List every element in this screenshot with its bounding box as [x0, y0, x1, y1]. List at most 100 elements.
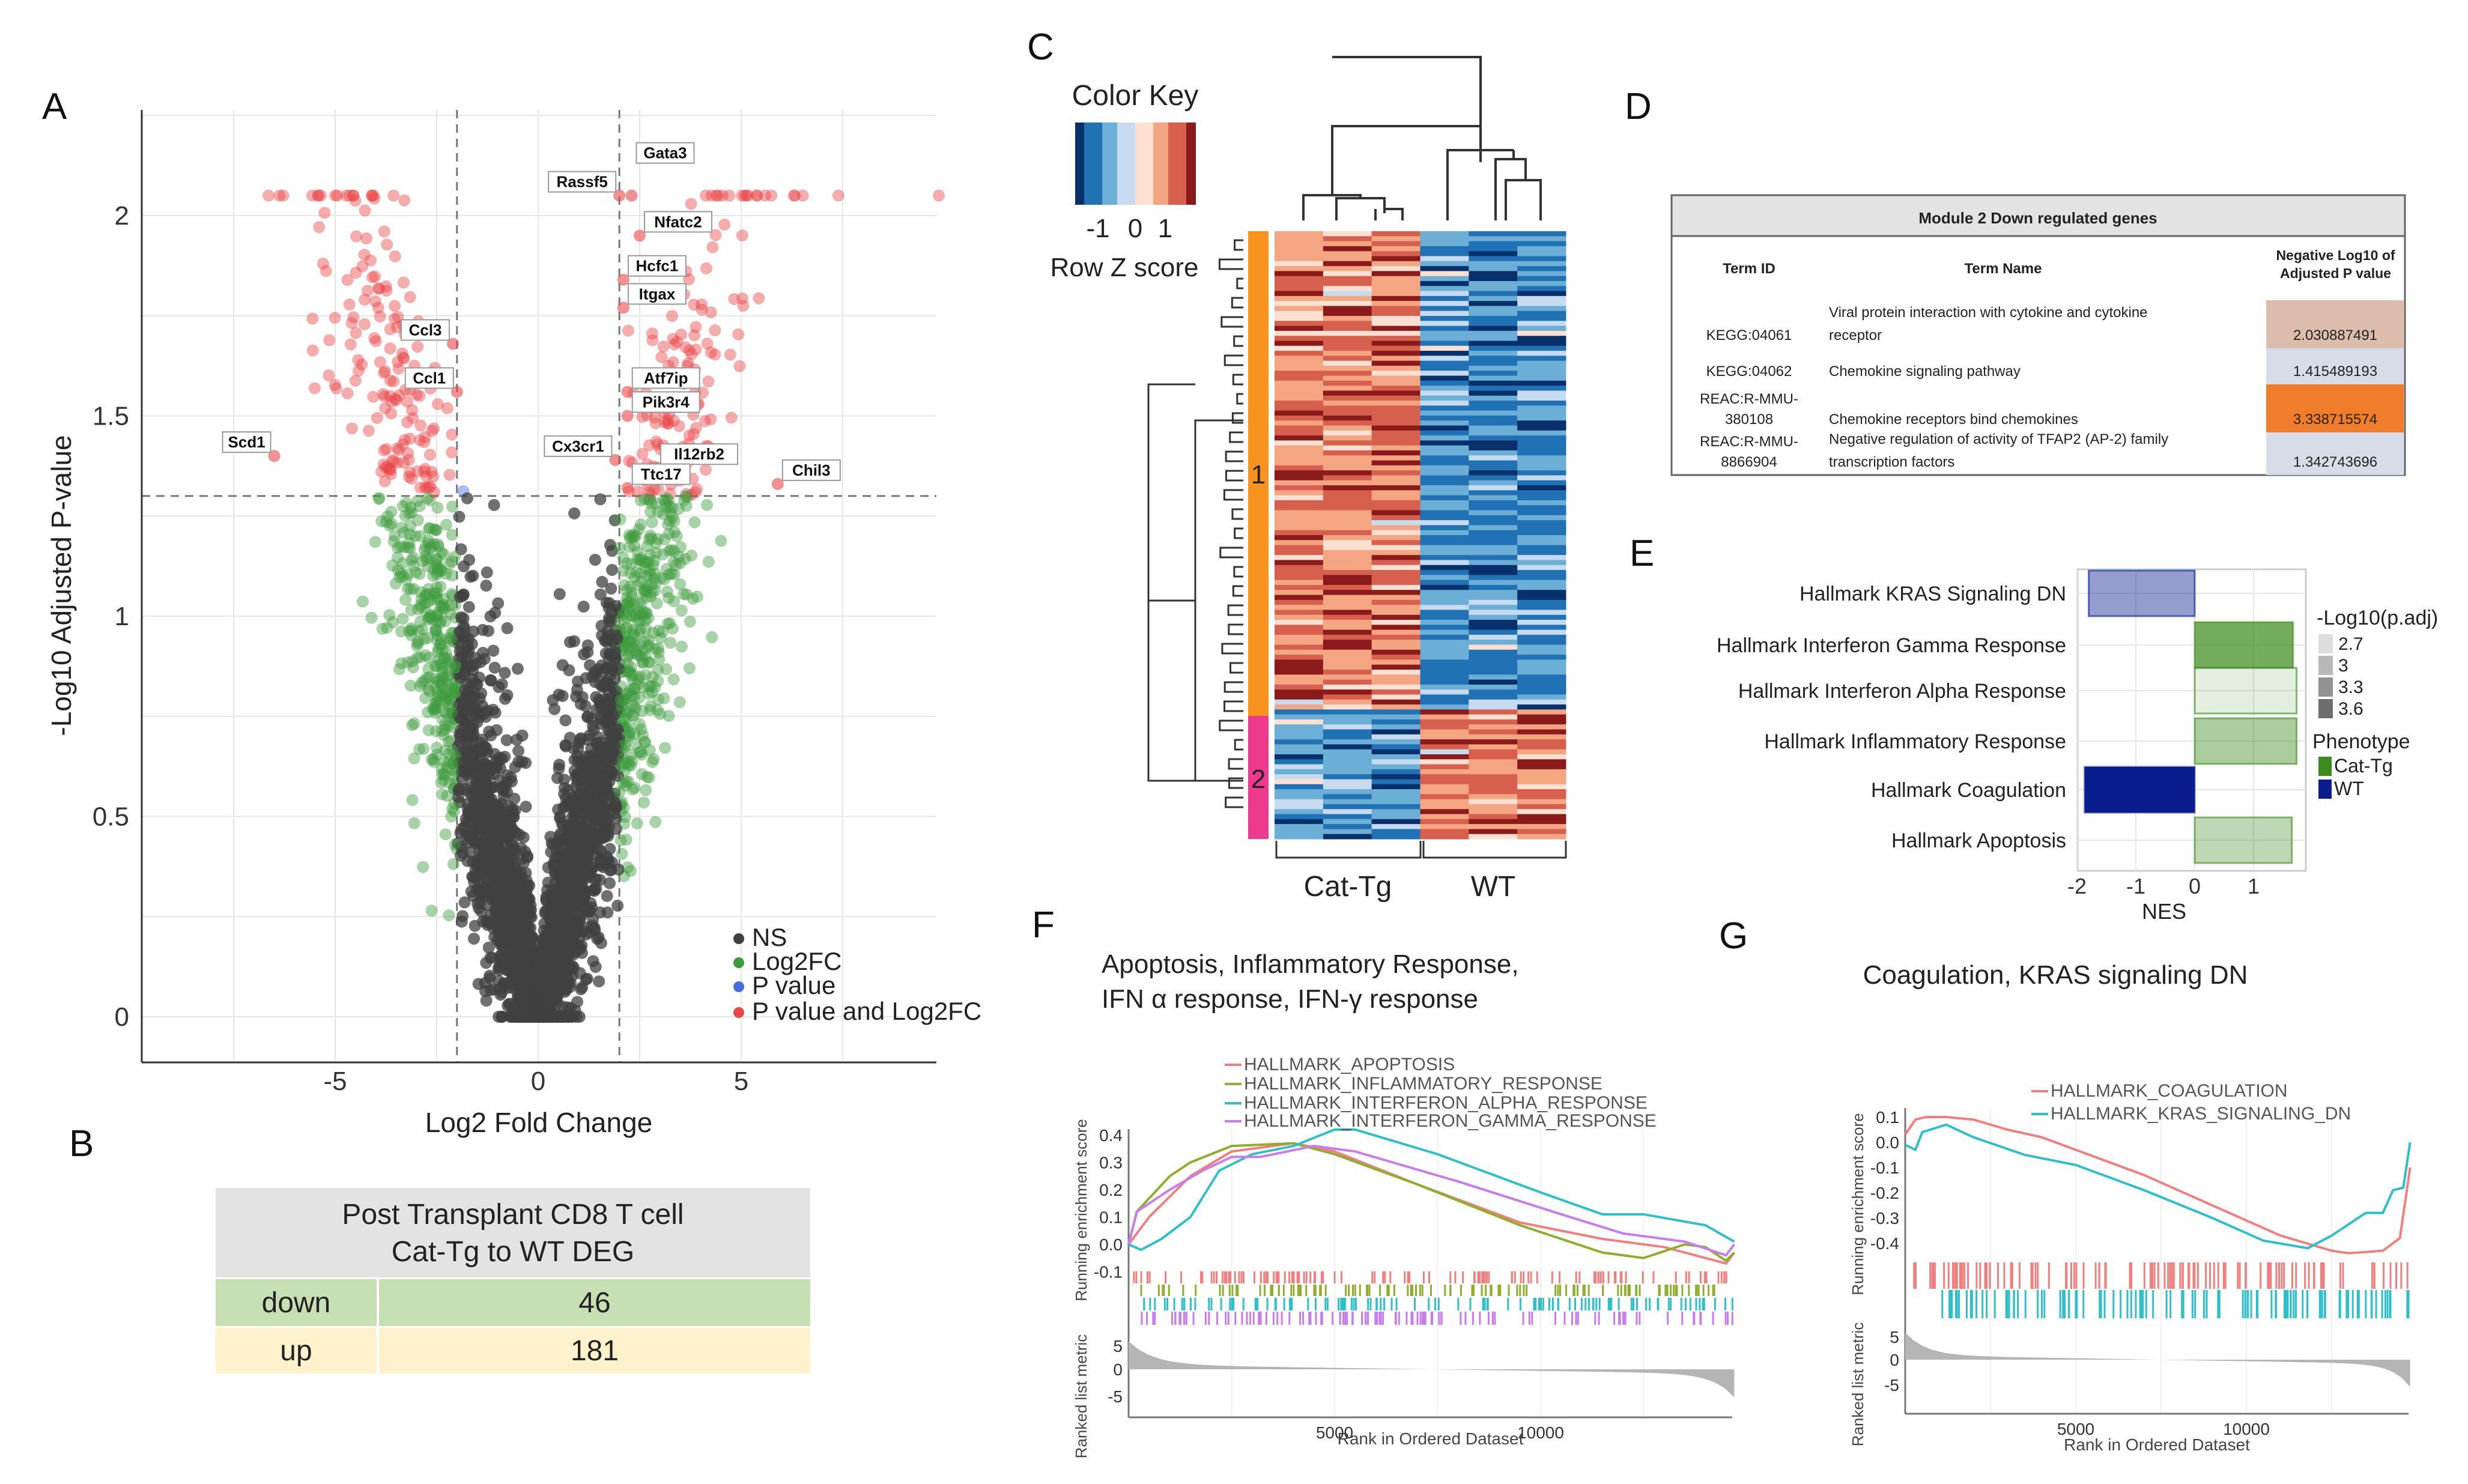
heatmap-cell: [1517, 425, 1566, 431]
data-point: [641, 493, 654, 506]
heatmap-cell: [1323, 520, 1372, 525]
data-point: [430, 524, 443, 536]
heatmap-cell: [1323, 280, 1372, 286]
row-dendrogram-leaf: [1234, 527, 1243, 539]
data-point: [643, 565, 656, 577]
heatmap-cell: [1371, 251, 1420, 256]
data-point: [608, 673, 621, 685]
legend-marker: [733, 933, 744, 944]
data-point: [559, 714, 572, 727]
data-point: [423, 652, 435, 664]
panel-label-f: F: [1032, 904, 1055, 946]
data-point: [404, 291, 416, 303]
heatmap-cell: [1517, 266, 1566, 271]
gene-label-il12rb2: Il12rb2: [660, 443, 739, 465]
data-point: [742, 189, 754, 202]
data-point: [650, 435, 662, 448]
data-point: [432, 560, 444, 573]
term-name: Viral protein interaction with cytokine …: [1829, 304, 2148, 321]
data-point: [400, 574, 413, 586]
data-point: [432, 643, 445, 655]
heatmap-cell: [1323, 644, 1372, 650]
data-point: [594, 588, 607, 601]
data-point: [371, 411, 383, 424]
data-point: [434, 615, 447, 628]
heatmap-cell: [1323, 545, 1372, 551]
data-point: [515, 943, 528, 956]
data-point: [652, 483, 665, 496]
data-point: [442, 669, 455, 682]
data-point: [385, 506, 398, 518]
heatmap-cell: [1371, 754, 1420, 760]
data-point: [712, 189, 724, 202]
data-point: [624, 609, 637, 622]
data-point: [491, 916, 503, 928]
heatmap-cell: [1469, 460, 1518, 466]
data-point: [602, 724, 614, 737]
data-point: [565, 915, 578, 927]
data-point: [643, 771, 655, 784]
data-point: [404, 542, 416, 554]
data-point: [740, 189, 753, 202]
data-point: [432, 689, 444, 702]
data-point: [658, 494, 670, 506]
data-point: [660, 492, 673, 504]
data-point: [560, 740, 572, 753]
heatmap-cell: [1469, 679, 1518, 685]
data-point: [425, 541, 437, 554]
row-dendrogram-leaf: [1231, 412, 1243, 424]
heatmap-cell: [1469, 450, 1518, 456]
data-point: [331, 189, 344, 202]
data-point: [789, 189, 801, 202]
data-point: [616, 613, 628, 625]
heatmap-cell: [1469, 455, 1518, 461]
gene-label-rassf5: Rassf5: [548, 171, 617, 193]
heatmap-cell: [1469, 664, 1518, 670]
data-point: [609, 652, 622, 665]
heatmap-cell: [1517, 540, 1566, 546]
heatmap-cell: [1323, 739, 1372, 745]
heatmap-cell: [1469, 764, 1518, 770]
data-point: [391, 442, 404, 455]
row-dendrogram-leaf: [1232, 374, 1243, 386]
heatmap-cell: [1371, 336, 1420, 341]
data-point: [832, 189, 844, 202]
data-point: [679, 341, 692, 354]
y-axis-label: -Log10 Adjusted P-value: [46, 435, 77, 736]
data-point: [501, 919, 514, 931]
data-point: [562, 975, 575, 988]
data-point: [622, 638, 634, 650]
volcano-plot: Gata3Rassf5Nfatc2Hcfc1ItgaxAtf7ipPik3r4C…: [46, 110, 981, 1138]
data-point: [642, 656, 655, 668]
heatmap-cell: [1469, 256, 1518, 262]
data-point: [640, 668, 652, 681]
y-tick-label: 0.1: [1099, 1208, 1123, 1227]
heatmap-cell: [1517, 310, 1566, 316]
heatmap-cell: [1469, 759, 1518, 765]
data-point: [433, 653, 446, 666]
data-point: [449, 687, 461, 700]
heatmap-cell: [1323, 505, 1372, 511]
data-point: [646, 686, 658, 698]
heatmap-cell: [1371, 545, 1420, 551]
data-point: [661, 417, 674, 430]
heatmap-cell: [1517, 575, 1566, 581]
heatmap-cell: [1371, 510, 1420, 516]
heatmap-cell: [1275, 565, 1324, 571]
data-point: [622, 719, 635, 731]
data-point: [441, 656, 454, 669]
data-point: [393, 663, 405, 676]
heatmap-cell: [1469, 719, 1518, 725]
heatmap-cell: [1323, 271, 1372, 277]
data-point: [439, 695, 452, 708]
heatmap-cell: [1469, 236, 1518, 242]
data-point: [646, 327, 659, 340]
data-point: [431, 607, 444, 619]
heatmap-cell: [1517, 440, 1566, 446]
data-point: [640, 562, 652, 574]
data-point: [431, 609, 443, 622]
data-point: [367, 189, 380, 202]
heatmap-cell: [1275, 236, 1324, 242]
data-point: [387, 455, 400, 468]
